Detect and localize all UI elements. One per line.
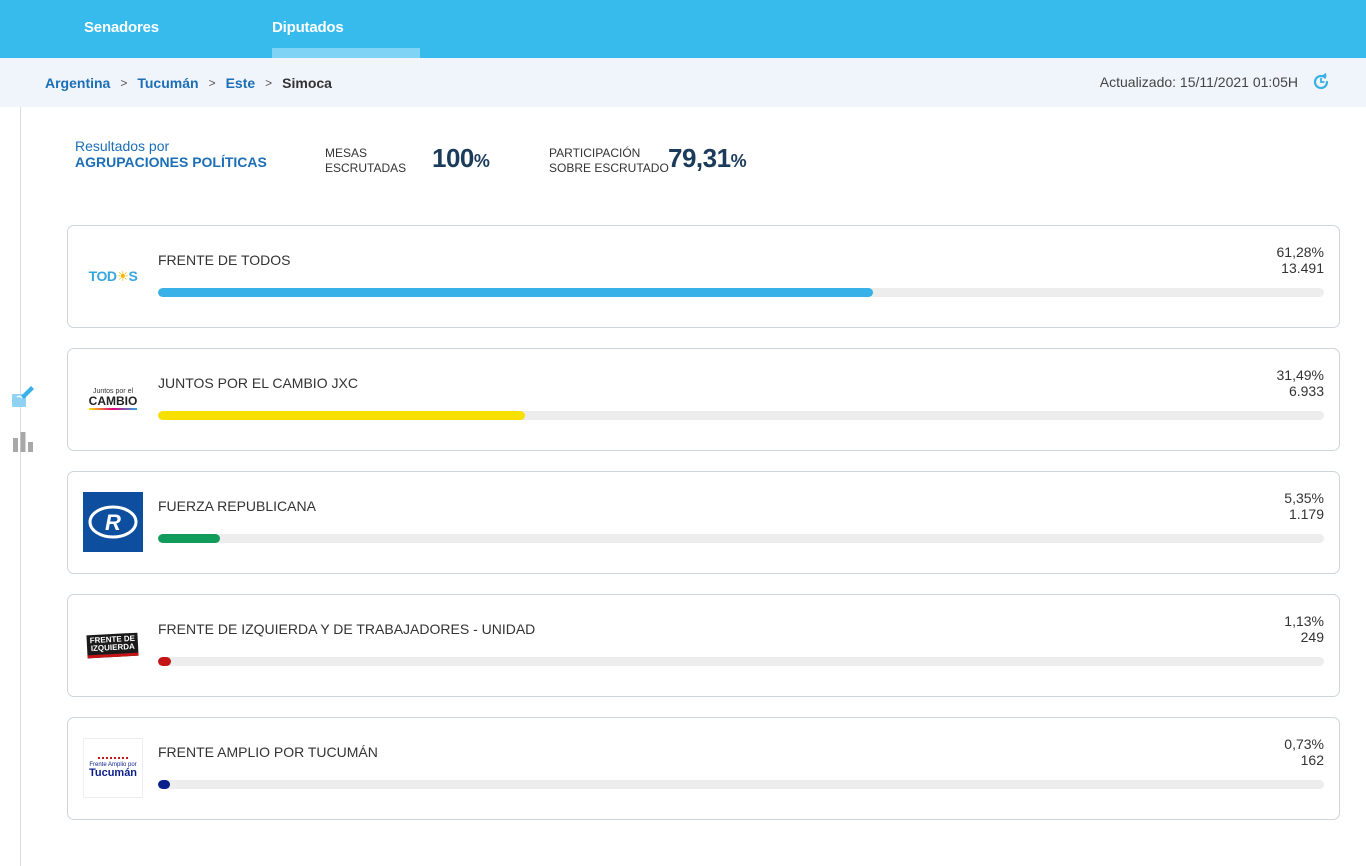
- sun-icon: ☀: [116, 267, 129, 284]
- top-nav: Senadores Nacionales Diputados Nacionale…: [0, 0, 1366, 92]
- breadcrumb-separator: >: [120, 75, 128, 90]
- refresh-icon[interactable]: [1311, 72, 1331, 92]
- todos-logo: TOD☀S: [83, 246, 143, 306]
- tab-diputados-nacionales[interactable]: Diputados Nacionales: [272, 0, 420, 92]
- party-card[interactable]: TOD☀S FRENTE DE TODOS 61,28% 13.491: [67, 225, 1340, 328]
- mesas-number: 100: [432, 143, 474, 173]
- fit-logo-line2: IZQUIERDA: [90, 641, 136, 653]
- results-by-label: Resultados por AGRUPACIONES POLÍTICAS: [75, 138, 267, 170]
- juntos-logo-big-text: CAMBIO: [88, 394, 138, 408]
- progress-track: [158, 288, 1324, 297]
- progress-track: [158, 534, 1324, 543]
- party-percentage: 31,49%: [1276, 367, 1324, 383]
- fa-logo-small-text: Frente Amplio por: [89, 761, 137, 768]
- party-name: JUNTOS POR EL CAMBIO JXC: [158, 375, 358, 391]
- breadcrumb-separator: >: [265, 75, 273, 90]
- party-votes: 162: [1300, 752, 1324, 768]
- progress-track: [158, 411, 1324, 420]
- mesas-caption-line1: MESAS: [325, 146, 368, 160]
- fuerza-republicana-emblem-icon: R: [88, 505, 138, 539]
- breadcrumb: Argentina > Tucumán > Este > Simoca: [45, 58, 332, 107]
- juntos-logo-stripe: [88, 408, 138, 410]
- participacion-value: 79,31%: [668, 143, 747, 174]
- ballot-box-icon[interactable]: [11, 384, 35, 408]
- progress-fill: [158, 411, 526, 420]
- fa-logo-dots: [97, 756, 128, 759]
- frente-amplio-logo: Frente Amplio por Tucumán: [83, 738, 143, 798]
- party-name: FRENTE AMPLIO POR TUCUMÁN: [158, 744, 378, 760]
- party-percentage: 0,73%: [1284, 736, 1324, 752]
- mesas-pct-sign: %: [473, 151, 490, 171]
- participacion-number: 79,31: [668, 143, 731, 173]
- tab-senadores-nacionales[interactable]: Senadores Nacionales: [84, 19, 161, 92]
- party-card[interactable]: Frente Amplio por Tucumán FRENTE AMPLIO …: [67, 717, 1340, 820]
- breadcrumb-tucuman[interactable]: Tucumán: [137, 74, 199, 91]
- last-updated-text: Actualizado: 15/11/2021 01:05H: [1099, 74, 1298, 90]
- party-card[interactable]: R FUERZA REPUBLICANA 5,35% 1.179: [67, 471, 1340, 574]
- breadcrumb-argentina[interactable]: Argentina: [45, 74, 111, 91]
- progress-fill: [158, 288, 873, 297]
- progress-track: [158, 780, 1324, 789]
- political-groups-text: AGRUPACIONES POLÍTICAS: [75, 154, 267, 170]
- todos-logo-text: TOD: [88, 267, 117, 284]
- party-name: FRENTE DE IZQUIERDA Y DE TRABAJADORES - …: [158, 621, 536, 637]
- mesas-value: 100%: [432, 143, 490, 174]
- mesas-caption: MESAS ESCRUTADAS: [325, 146, 406, 176]
- party-name: FUERZA REPUBLICANA: [158, 498, 316, 514]
- breadcrumb-separator: >: [208, 75, 216, 90]
- bar-chart-icon[interactable]: [11, 430, 35, 454]
- mesas-caption-line2: ESCRUTADAS: [325, 161, 407, 175]
- sidebar-divider: [20, 107, 21, 866]
- breadcrumb-bar: Argentina > Tucumán > Este > Simoca Actu…: [0, 58, 1366, 107]
- juntos-por-el-cambio-logo: Juntos por el CAMBIO: [83, 369, 143, 429]
- party-card[interactable]: Juntos por el CAMBIO JUNTOS POR EL CAMBI…: [67, 348, 1340, 451]
- party-votes: 13.491: [1281, 260, 1324, 276]
- progress-fill: [158, 657, 172, 666]
- party-votes: 6.933: [1288, 383, 1324, 399]
- breadcrumb-este[interactable]: Este: [225, 74, 256, 91]
- results-by-text: Resultados por: [75, 138, 170, 154]
- juntos-logo-small-text: Juntos por el: [92, 388, 134, 395]
- party-votes: 249: [1300, 629, 1324, 645]
- progress-track: [158, 657, 1324, 666]
- party-votes: 1.179: [1288, 506, 1324, 522]
- frente-de-izquierda-logo: FRENTE DE IZQUIERDA: [83, 615, 143, 675]
- party-card[interactable]: FRENTE DE IZQUIERDA FRENTE DE IZQUIERDA …: [67, 594, 1340, 697]
- fa-logo-big-text: Tucumán: [88, 766, 138, 779]
- progress-fill: [158, 534, 221, 543]
- todos-logo-text-end: S: [128, 267, 138, 284]
- breadcrumb-current: Simoca: [282, 74, 332, 91]
- participacion-caption-line1: PARTICIPACIÓN: [549, 146, 641, 160]
- progress-fill: [158, 780, 170, 789]
- participacion-pct-sign: %: [730, 151, 747, 171]
- participacion-caption-line2: SOBRE ESCRUTADO: [549, 161, 669, 175]
- svg-text:R: R: [105, 510, 121, 535]
- party-percentage: 61,28%: [1276, 244, 1324, 260]
- fuerza-republicana-logo: R: [83, 492, 143, 552]
- participacion-caption: PARTICIPACIÓN SOBRE ESCRUTADO: [549, 146, 669, 176]
- party-percentage: 5,35%: [1284, 490, 1324, 506]
- party-percentage: 1,13%: [1284, 613, 1324, 629]
- party-name: FRENTE DE TODOS: [158, 252, 291, 268]
